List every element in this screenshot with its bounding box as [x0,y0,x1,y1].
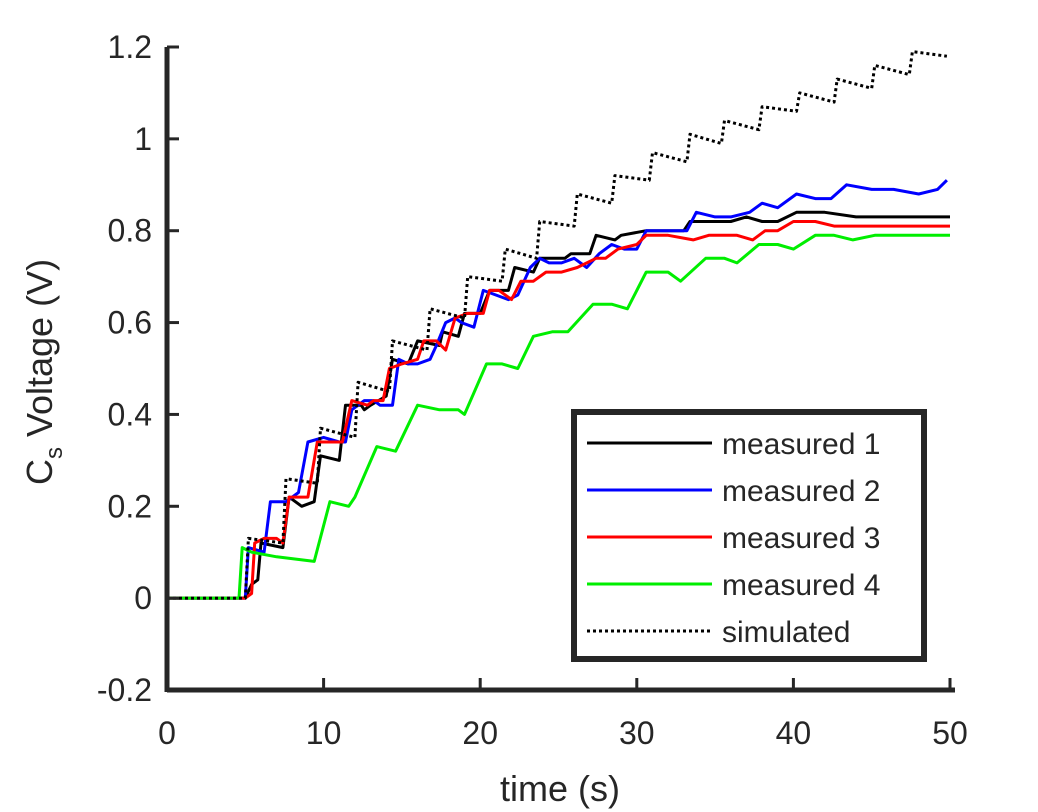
series-layer [167,50,950,600]
y-tick-label: 1 [134,121,152,157]
x-tick-label: 0 [158,715,176,751]
y-tick-label: 0.2 [108,488,152,524]
legend-label-4: measured 4 [722,569,880,602]
y-tick-label: 1.2 [108,29,152,65]
x-tick-label: 50 [932,715,968,751]
y-axis-title-main: C [19,459,60,485]
y-tick-label: 0.8 [108,213,152,249]
y-tick-label: 0.4 [108,396,152,432]
series-line-4 [167,233,950,600]
legend-label-3: measured 3 [722,522,880,555]
x-tick-label: 20 [462,715,498,751]
y-axis-title-rest: Voltage (V) [19,259,60,447]
x-axis-title: time (s) [500,768,620,809]
legend-label-1: measured 1 [722,428,880,461]
tick-layer: 0 10 20 30 40 50-0.200.20.40.60.811.2 [97,29,968,751]
x-tick-label: 40 [776,715,812,751]
y-axis-title-subscript: s [41,447,68,459]
x-tick-label: 30 [619,715,655,751]
legend-items: measured 1 measured 2 measured 3 measured 4… [587,428,880,649]
y-tick-label: -0.2 [97,672,152,708]
y-axis-title: Cs Voltage (V) [19,259,68,485]
x-tick-label: 10 [306,715,342,751]
legend: measured 1 measured 2 measured 3 measured 4… [571,409,927,662]
series-line-3 [167,220,950,600]
y-tick-label: 0.6 [108,305,152,341]
legend-label-2: measured 2 [722,475,880,508]
legend-label-5: simulated [722,616,850,649]
y-tick-label: 0 [134,580,152,616]
series-line-5 [167,50,948,600]
